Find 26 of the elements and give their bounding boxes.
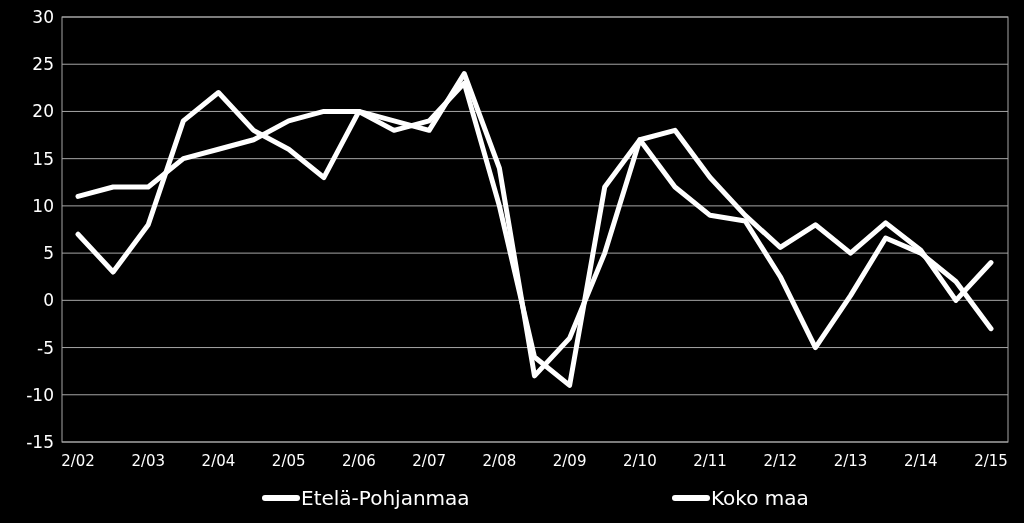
y-tick-label: 5 [43,243,54,264]
y-tick-label: -5 [37,337,54,358]
x-tick-label: 2/12 [763,452,798,470]
x-tick-label: 2/04 [201,452,236,470]
y-tick-label: 20 [32,101,54,122]
y-tick-label: 0 [43,290,54,311]
y-tick-label: -10 [26,384,54,405]
x-tick-label: 2/11 [693,452,727,470]
x-tick-label: 2/05 [271,452,306,470]
y-tick-label: -15 [26,431,54,452]
x-tick-label: 2/13 [833,452,868,470]
legend-label: Koko maa [711,486,809,510]
x-tick-label: 2/06 [342,452,376,470]
y-tick-label: 30 [32,6,54,27]
x-tick-label: 2/14 [903,452,938,470]
x-tick-label: 2/03 [131,452,166,470]
legend-label: Etelä-Pohjanmaa [301,486,470,510]
y-tick-label: 10 [32,195,54,216]
x-tick-label: 2/15 [974,452,1008,470]
x-tick-label: 2/09 [552,452,587,470]
x-tick-label: 2/07 [412,452,446,470]
x-tick-label: 2/10 [623,452,657,470]
y-tick-label: 25 [32,54,54,75]
y-tick-label: 15 [32,148,54,169]
x-tick-label: 2/08 [482,452,517,470]
x-tick-label: 2/02 [61,452,95,470]
